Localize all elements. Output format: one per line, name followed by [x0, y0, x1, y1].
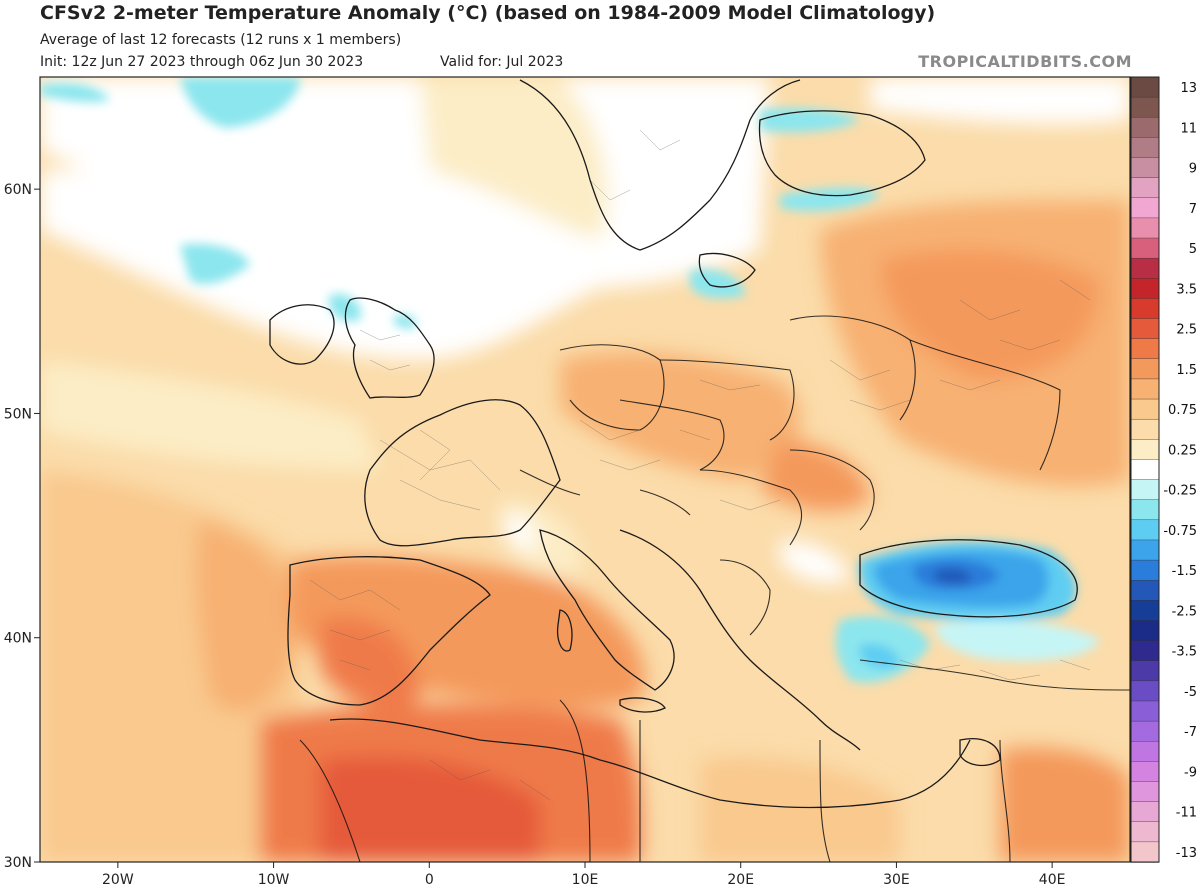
- anomaly-field-shading: [40, 77, 1130, 862]
- lon-tick-label: 30E: [883, 872, 910, 888]
- colorbar-bin: [1130, 519, 1160, 541]
- colorbar-label: 9: [1189, 162, 1197, 177]
- colorbar-label: 11: [1180, 121, 1197, 136]
- colorbar-bin: [1130, 318, 1160, 340]
- colorbar-bin: [1130, 177, 1160, 199]
- colorbar-label: -11: [1176, 806, 1197, 821]
- colorbar-bin: [1130, 620, 1160, 642]
- map-subtitle: Average of last 12 forecasts (12 runs x …: [40, 32, 402, 48]
- colorbar-label: 0.75: [1168, 403, 1197, 418]
- colorbar-bin: [1130, 741, 1160, 763]
- lat-tick-label: 60N: [4, 182, 32, 198]
- lat-tick-label: 40N: [4, 631, 32, 647]
- colorbar-bin: [1130, 499, 1160, 521]
- colorbar-bin: [1130, 76, 1160, 98]
- colorbar-label: -7: [1184, 725, 1197, 740]
- colorbar-bin: [1130, 358, 1160, 380]
- regional-borders: [309, 129, 1091, 801]
- colorbar-label: -1.5: [1172, 564, 1197, 579]
- colorbar-label: -5: [1184, 685, 1197, 700]
- map-title: CFSv2 2-meter Temperature Anomaly (°C) (…: [40, 2, 936, 24]
- axis-ticks: 60N 50N 40N 30N 20W 10W 0 10E 20E 30E 40E: [4, 182, 1066, 888]
- cold-anomaly-shading: [40, 77, 1100, 683]
- colorbar-bin: [1130, 157, 1160, 179]
- colorbar-bin: [1130, 217, 1160, 239]
- lon-tick-label: 10W: [258, 872, 290, 888]
- lat-tick-label: 50N: [4, 406, 32, 422]
- colorbar-label: 3.5: [1176, 282, 1197, 297]
- colorbar-bin: [1130, 580, 1160, 602]
- colorbar-bin: [1130, 197, 1160, 219]
- colorbar-bin: [1130, 439, 1160, 461]
- colorbar-label: -0.75: [1163, 524, 1197, 539]
- colorbar-bin: [1130, 559, 1160, 581]
- colorbar-label: -0.25: [1163, 484, 1197, 499]
- colorbar-bin: [1130, 298, 1160, 320]
- colorbar-label: 2.5: [1176, 323, 1197, 338]
- colorbar-bin: [1130, 237, 1160, 259]
- colorbar-bin: [1130, 821, 1160, 843]
- colorbar-bin: [1130, 117, 1160, 139]
- lon-tick-label: 10E: [572, 872, 599, 888]
- colorbar-bin: [1130, 378, 1160, 400]
- colorbar-label: -13: [1176, 846, 1197, 861]
- colorbar-bin: [1130, 680, 1160, 702]
- lon-tick-label: 20W: [102, 872, 134, 888]
- colorbar-label: 0.25: [1168, 443, 1197, 458]
- colorbar-bin: [1130, 640, 1160, 662]
- country-borders: [299, 315, 1130, 862]
- colorbar-bin: [1130, 841, 1160, 863]
- colorbar-frame: [1130, 76, 1160, 863]
- colorbar-bin: [1130, 761, 1160, 783]
- colorbar-bin: [1130, 398, 1160, 420]
- colorbar-label: -9: [1184, 765, 1197, 780]
- init-time-label: Init: 12z Jun 27 2023 through 06z Jun 30…: [40, 54, 364, 70]
- colorbar-bin: [1130, 479, 1160, 501]
- colorbar-bin: [1130, 720, 1160, 742]
- brand-watermark: TROPICALTIDBITS.COM: [918, 52, 1132, 71]
- colorbar-bin: [1130, 418, 1160, 441]
- colorbar-bin: [1130, 257, 1160, 279]
- colorbar-legend: 13 11 9 7 5 3.5 2.5 1.5 0.75 0.25 -0.25 -0.75 -1.5 -2…: [1130, 76, 1197, 863]
- lon-tick-label: 0: [425, 872, 434, 888]
- colorbar-bin: [1130, 278, 1160, 300]
- colorbar-bin: [1130, 137, 1160, 159]
- lon-tick-label: 20E: [727, 872, 754, 888]
- lon-tick-label: 40E: [1039, 872, 1066, 888]
- colorbar-bin: [1130, 338, 1160, 360]
- coastlines: [269, 79, 1078, 809]
- colorbar-label: 1.5: [1176, 363, 1197, 378]
- colorbar-label: -3.5: [1172, 645, 1197, 660]
- colorbar-bin: [1130, 539, 1160, 561]
- colorbar-label: 7: [1189, 202, 1197, 217]
- colorbar-label: -2.5: [1172, 604, 1197, 619]
- lat-tick-label: 30N: [4, 855, 32, 871]
- colorbar-label: 5: [1189, 242, 1197, 257]
- colorbar-bin: [1130, 781, 1160, 803]
- colorbar-bin: [1130, 96, 1160, 118]
- colorbar-label: 13: [1180, 81, 1197, 96]
- map-frame: [40, 77, 1130, 862]
- colorbar-bin: [1130, 660, 1160, 682]
- colorbar-bin: [1130, 600, 1160, 622]
- colorbar-bin: [1130, 700, 1160, 722]
- colorbar-bin: [1130, 801, 1160, 823]
- colorbar-bin: [1130, 459, 1160, 481]
- valid-time-label: Valid for: Jul 2023: [440, 54, 564, 70]
